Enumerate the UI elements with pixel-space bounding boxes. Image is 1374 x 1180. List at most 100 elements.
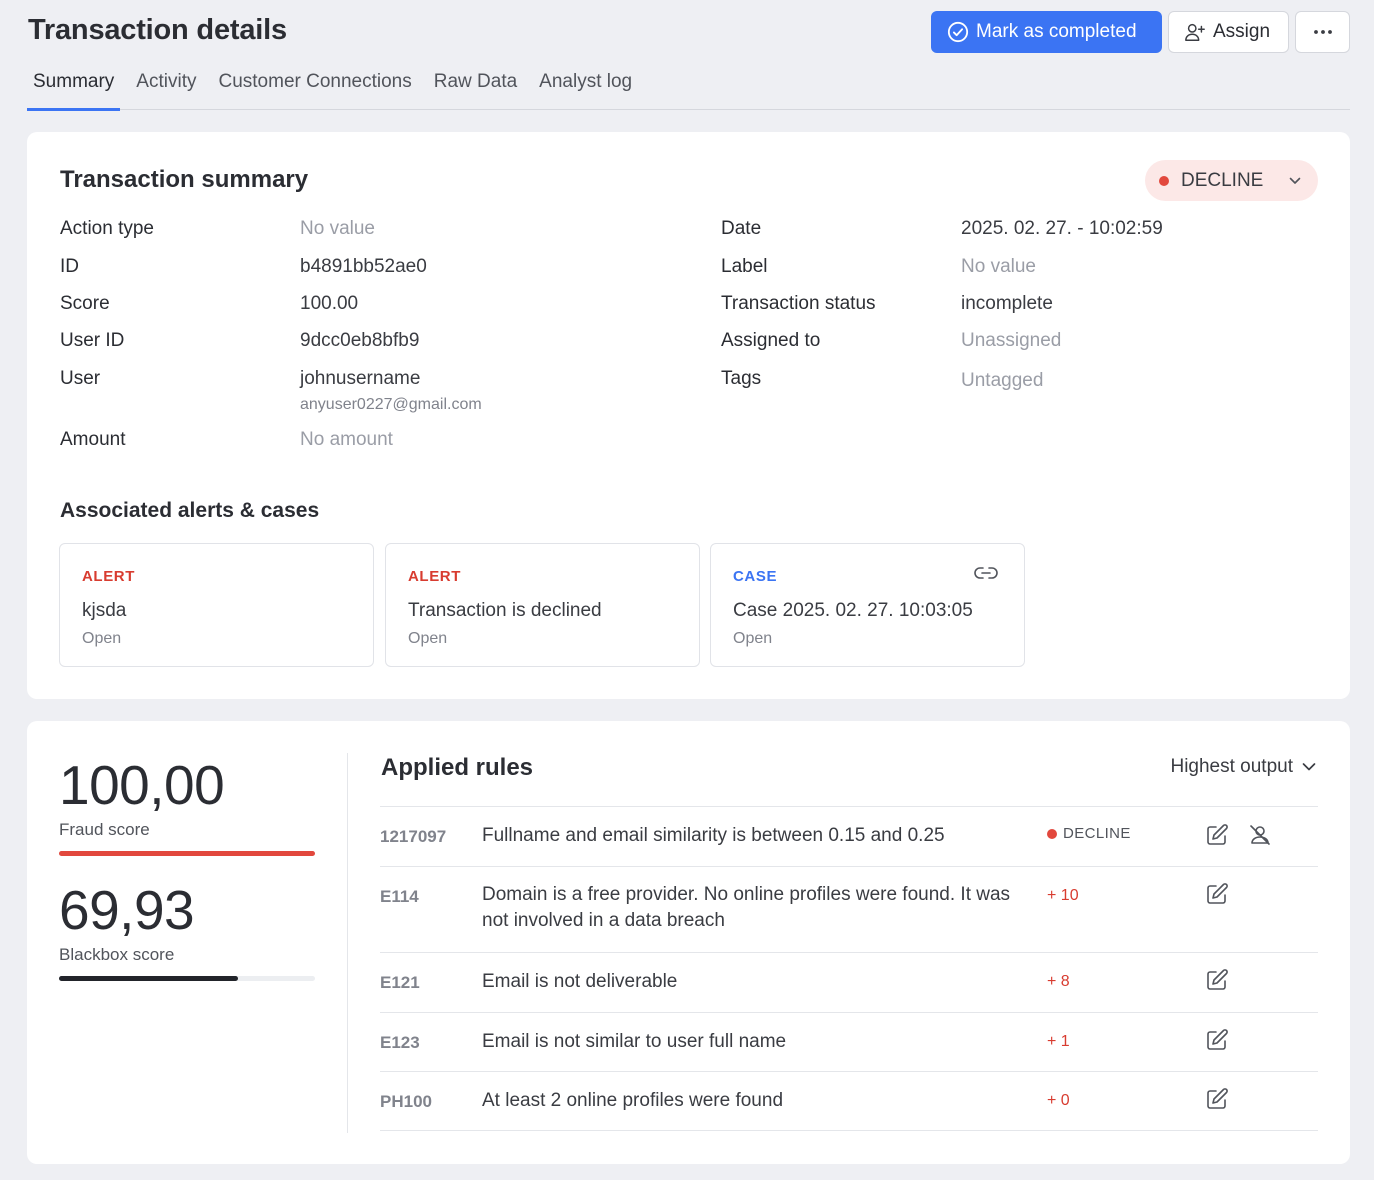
rule-id: 1217097: [380, 827, 447, 846]
alert-card[interactable]: ALERT Transaction is declined Open: [385, 543, 700, 667]
fraud-score-bar: [59, 851, 315, 856]
tags-value: Untagged: [961, 370, 1044, 391]
sort-dropdown[interactable]: Highest output: [1170, 756, 1317, 778]
blackbox-score-bar-fill: [59, 976, 239, 981]
user-id-value: 9dcc0eb8bfb9: [300, 330, 420, 351]
rule-output: + 0: [1047, 1092, 1070, 1109]
score-value: 100.00: [300, 293, 359, 314]
date-label: Date: [721, 218, 762, 239]
tab-analyst-log[interactable]: Analyst log: [539, 71, 633, 92]
check-circle-icon: [947, 21, 969, 43]
rule-output: + 8: [1047, 973, 1070, 990]
rule-id: PH100: [380, 1092, 432, 1111]
rule-output: + 1: [1047, 1033, 1070, 1050]
rule-output: + 10: [1047, 887, 1079, 904]
mark-completed-label: Mark as completed: [976, 21, 1137, 42]
status-dropdown[interactable]: DECLINE: [1145, 160, 1318, 201]
alert-name: Transaction is declined: [408, 600, 602, 621]
edit-icon[interactable]: [1205, 882, 1229, 906]
transaction-summary-card: Transaction summary DECLINE Action type …: [27, 132, 1350, 699]
chevron-down-icon: [1302, 763, 1316, 771]
case-type-label: CASE: [733, 568, 778, 585]
edit-icon[interactable]: [1205, 1028, 1229, 1052]
rule-description: Email is not deliverable: [482, 971, 678, 992]
associated-title: Associated alerts & cases: [60, 499, 320, 522]
edit-icon[interactable]: [1205, 1087, 1229, 1111]
rule-description: Fullname and email similarity is between…: [482, 825, 945, 846]
action-type-value: No value: [300, 218, 375, 239]
assign-button[interactable]: Assign: [1168, 11, 1289, 53]
user-label: User: [60, 368, 101, 389]
rules-table: 1217097 Fullname and email similarity is…: [380, 806, 1318, 1131]
sort-label: Highest output: [1170, 756, 1293, 777]
alert-name: kjsda: [82, 600, 127, 621]
assigned-to-value: Unassigned: [961, 330, 1062, 351]
user-value: johnusername: [300, 368, 421, 389]
tab-activity[interactable]: Activity: [136, 71, 197, 92]
table-row[interactable]: PH100 At least 2 online profiles were fo…: [380, 1071, 1318, 1131]
alert-type-label: ALERT: [82, 568, 135, 585]
table-row[interactable]: E123 Email is not similar to user full n…: [380, 1012, 1318, 1071]
transaction-status-value: incomplete: [961, 293, 1053, 314]
alert-card[interactable]: ALERT kjsda Open: [59, 543, 374, 667]
score-label: Score: [60, 293, 110, 314]
rule-description: Email is not similar to user full name: [482, 1031, 787, 1052]
rule-id: E114: [380, 887, 419, 906]
case-status: Open: [733, 630, 773, 647]
user-id-label: User ID: [60, 330, 125, 351]
vertical-divider: [347, 753, 348, 1133]
table-row[interactable]: E121 Email is not deliverable + 8: [380, 952, 1318, 1012]
tab-summary[interactable]: Summary: [27, 61, 121, 111]
case-name: Case 2025. 02. 27. 10:03:05: [733, 600, 973, 621]
id-value: b4891bb52ae0: [300, 256, 427, 277]
user-off-icon[interactable]: [1248, 823, 1272, 847]
tab-raw-data[interactable]: Raw Data: [433, 71, 518, 92]
user-email: anyuser0227@gmail.com: [300, 396, 482, 413]
tab-bar: Summary Activity Customer Connections Ra…: [27, 61, 1350, 111]
transaction-status-label: Transaction status: [721, 293, 876, 314]
label-value: No value: [961, 256, 1036, 277]
applied-rules-card: 100,00 Fraud score 69,93 Blackbox score …: [27, 721, 1350, 1164]
rule-description: Domain is a free provider. No online pro…: [482, 884, 1011, 931]
alert-type-label: ALERT: [408, 568, 461, 585]
link-icon[interactable]: [974, 566, 998, 580]
alert-status: Open: [82, 630, 122, 647]
alert-status: Open: [408, 630, 448, 647]
blackbox-score-value: 69,93: [59, 879, 195, 941]
rule-id: E121: [380, 973, 420, 992]
status-label: DECLINE: [1181, 169, 1264, 191]
case-card[interactable]: CASE Case 2025. 02. 27. 10:03:05 Open: [710, 543, 1025, 667]
amount-label: Amount: [60, 429, 126, 450]
user-plus-icon: [1185, 23, 1205, 41]
action-type-label: Action type: [60, 218, 154, 239]
page-title: Transaction details: [28, 14, 287, 46]
chevron-down-icon: [1289, 177, 1301, 184]
mark-completed-button[interactable]: Mark as completed: [931, 11, 1162, 53]
rule-output-badge: DECLINE: [1047, 825, 1131, 842]
status-dot: [1159, 175, 1169, 186]
applied-rules-title: Applied rules: [381, 754, 534, 781]
edit-icon[interactable]: [1205, 968, 1229, 992]
date-value: 2025. 02. 27. - 10:02:59: [961, 218, 1163, 239]
tab-customer-connections[interactable]: Customer Connections: [218, 71, 412, 92]
assigned-to-label: Assigned to: [721, 330, 821, 351]
table-row[interactable]: 1217097 Fullname and email similarity is…: [380, 806, 1318, 866]
transaction-summary-title: Transaction summary: [60, 166, 309, 193]
amount-value: No amount: [300, 429, 393, 450]
assign-label: Assign: [1213, 21, 1271, 42]
tags-label: Tags: [721, 368, 762, 389]
label-label: Label: [721, 256, 768, 277]
id-label: ID: [60, 256, 79, 277]
fraud-score-value: 100,00: [59, 754, 225, 816]
blackbox-score-bar: [59, 976, 315, 981]
more-horizontal-icon: [1313, 30, 1332, 34]
table-row[interactable]: E114 Domain is a free provider. No onlin…: [380, 866, 1318, 952]
rule-output: DECLINE: [1063, 825, 1131, 842]
more-button[interactable]: [1295, 11, 1350, 53]
edit-icon[interactable]: [1205, 823, 1229, 847]
header-actions: Mark as completed Assign: [931, 11, 1350, 53]
fraud-score-label: Fraud score: [59, 820, 150, 839]
rule-id: E123: [380, 1033, 420, 1052]
decline-dot: [1047, 828, 1057, 839]
rule-description: At least 2 online profiles were found: [482, 1090, 784, 1111]
